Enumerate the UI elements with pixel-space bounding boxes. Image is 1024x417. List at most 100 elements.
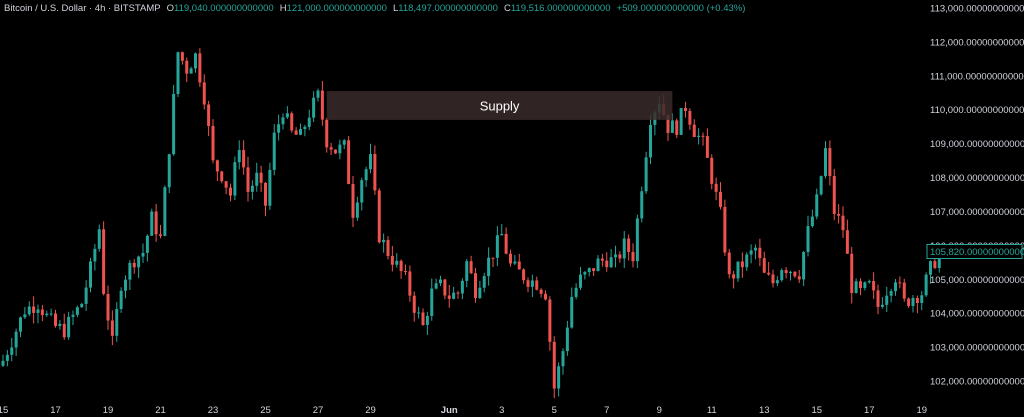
change-value: +509.000000000000 (+0.43%) <box>616 3 746 14</box>
candle <box>307 109 311 131</box>
candle <box>80 302 84 308</box>
candle <box>377 188 381 244</box>
candle <box>316 88 320 102</box>
candle <box>517 253 521 270</box>
candle <box>907 297 911 308</box>
symbol-title: Bitcoin / U.S. Dollar · 4h · BITSTAMP <box>4 3 161 14</box>
candle <box>342 139 346 150</box>
candle <box>281 113 285 130</box>
candle <box>837 204 841 224</box>
candle <box>635 214 639 269</box>
candle <box>710 154 714 190</box>
candle <box>224 180 228 195</box>
candle <box>167 153 171 194</box>
candle <box>369 143 372 174</box>
candle <box>233 156 237 201</box>
close-value: C119,516.000000000000 <box>503 3 611 14</box>
x-tick-label: 29 <box>365 405 376 416</box>
candle <box>119 287 123 313</box>
candle <box>727 248 731 279</box>
candle <box>579 267 582 291</box>
candle <box>71 310 75 326</box>
candle <box>5 350 9 367</box>
candle <box>294 127 298 135</box>
y-tick-label: 110,000.000000000000 <box>930 105 1024 116</box>
candle <box>482 272 486 293</box>
candle <box>544 290 547 301</box>
candle <box>465 258 469 288</box>
candle <box>272 124 276 176</box>
candle <box>784 267 788 279</box>
candle <box>609 248 613 269</box>
candle <box>548 296 552 351</box>
candle <box>106 285 110 330</box>
candle <box>154 203 158 242</box>
candle <box>399 259 403 279</box>
candle <box>364 166 368 188</box>
candle <box>618 251 622 263</box>
candle <box>469 255 473 275</box>
candle <box>84 280 88 311</box>
candle <box>832 168 836 221</box>
high-value: H121,000.000000000000 <box>279 3 387 14</box>
candle <box>915 295 919 314</box>
candle <box>242 140 246 175</box>
candle <box>478 280 482 300</box>
candle <box>775 276 779 286</box>
candle <box>605 252 609 272</box>
candle <box>600 253 604 267</box>
candle <box>719 182 722 210</box>
candle <box>97 224 101 252</box>
candle <box>421 308 425 326</box>
candle <box>207 100 211 137</box>
candle <box>408 265 412 302</box>
candle <box>526 277 530 293</box>
candle <box>355 196 359 221</box>
y-tick-label: 111,000.000000000000 <box>930 71 1024 82</box>
candle <box>872 272 876 300</box>
candle <box>644 151 648 194</box>
candle <box>189 66 193 74</box>
candle <box>215 159 219 182</box>
x-tick-label: 3 <box>499 405 504 416</box>
candle <box>824 141 827 179</box>
candle <box>793 271 797 279</box>
candle <box>14 328 18 356</box>
last-price-label: 105,820.000000000000 <box>930 247 1024 258</box>
candle <box>325 117 329 153</box>
candle <box>198 48 202 87</box>
candle <box>390 245 394 272</box>
candle <box>93 244 97 271</box>
candle <box>237 140 241 170</box>
candle <box>815 188 819 220</box>
candle <box>456 290 460 299</box>
candle <box>767 261 771 276</box>
candle <box>841 206 845 239</box>
candle <box>382 233 386 253</box>
candle <box>220 170 224 184</box>
candle <box>430 278 434 321</box>
candle <box>373 145 377 195</box>
candle <box>347 136 351 185</box>
candle <box>802 251 806 286</box>
y-tick-label: 105,000.000000000000 <box>930 275 1024 286</box>
candle <box>439 275 442 286</box>
x-tick-label: Jun <box>441 405 458 416</box>
candle <box>19 316 22 338</box>
x-tick-label: 15 <box>811 405 822 416</box>
candle <box>902 278 906 302</box>
candle <box>54 309 57 328</box>
candle <box>62 313 66 340</box>
x-tick-label: 21 <box>155 405 166 416</box>
y-tick-label: 109,000.000000000000 <box>930 139 1024 150</box>
y-tick-label: 112,000.000000000000 <box>930 37 1024 48</box>
candle <box>285 106 289 120</box>
x-tick-label: 17 <box>864 405 875 416</box>
candle <box>395 253 399 268</box>
candle <box>194 52 197 73</box>
candle <box>854 278 858 294</box>
candle <box>557 362 561 397</box>
candle <box>762 251 766 274</box>
last-price-tag <box>926 243 1023 259</box>
